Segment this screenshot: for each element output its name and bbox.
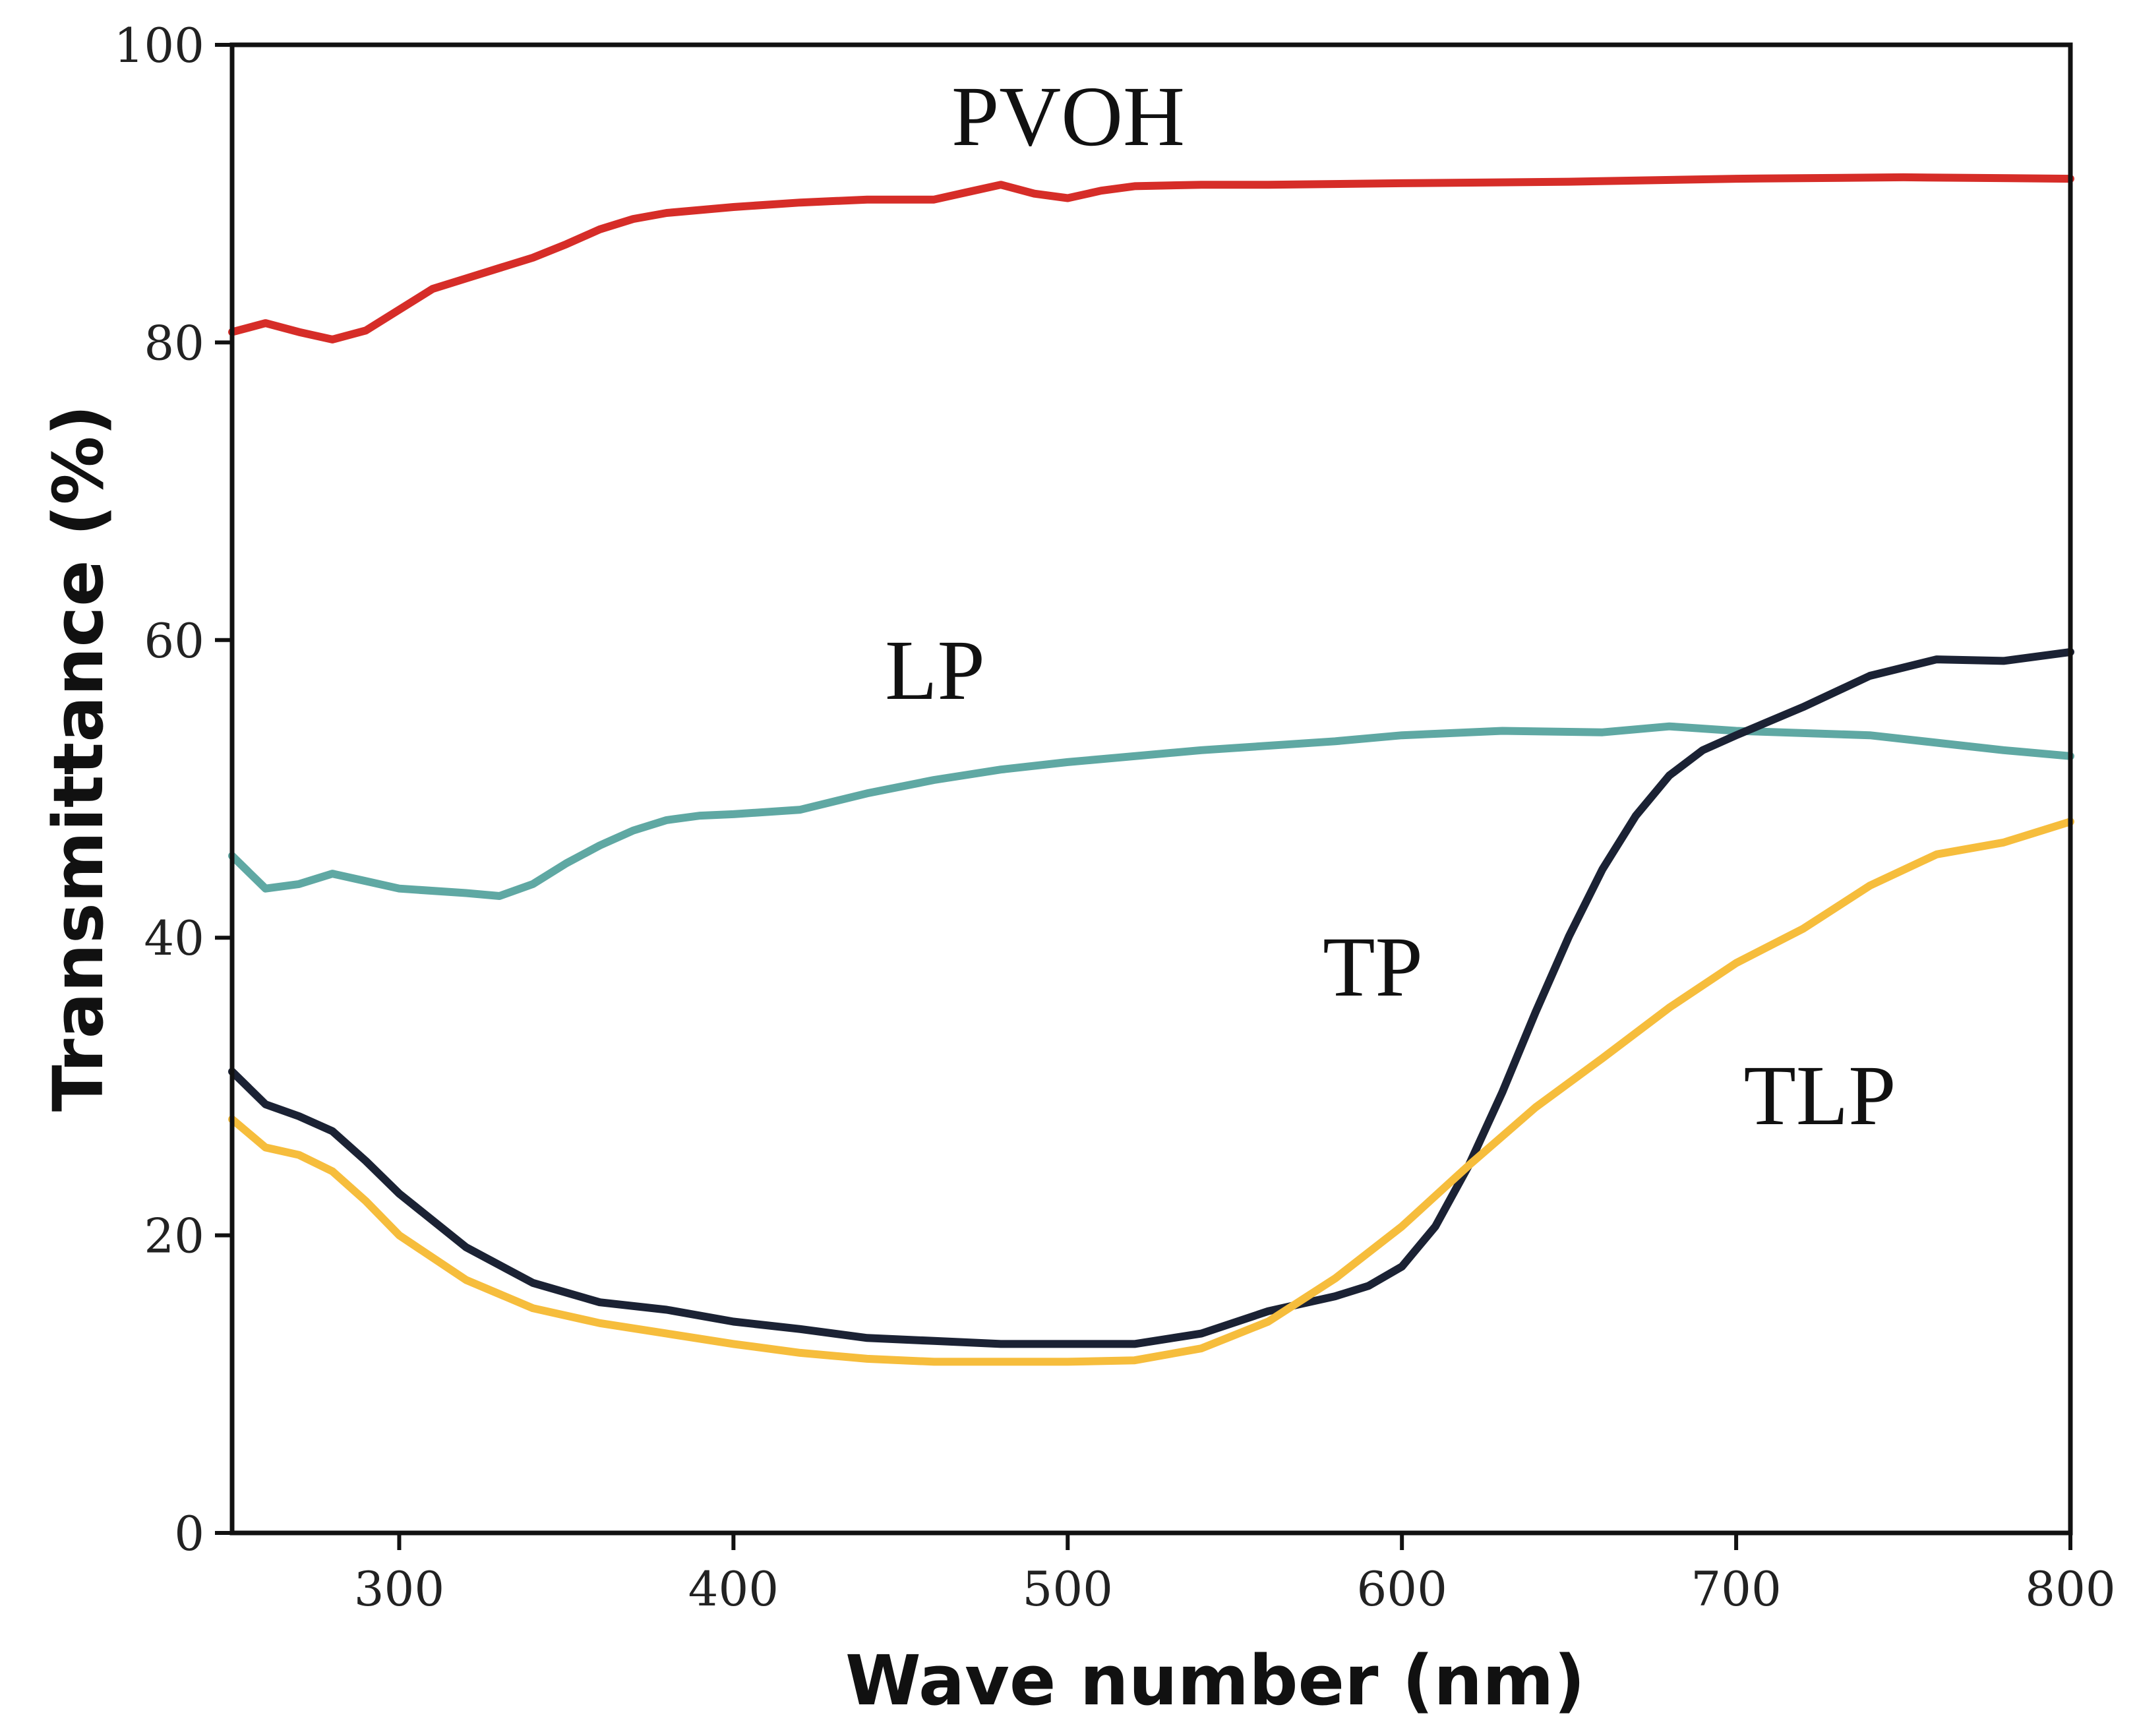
y-tick-label-100: 100 — [114, 18, 204, 73]
x-tick-label-500: 500 — [1023, 1561, 1113, 1617]
x-tick-label-800: 800 — [2025, 1561, 2115, 1617]
series-label-tp: TP — [1323, 920, 1423, 1015]
y-tick-label-80: 80 — [144, 315, 204, 371]
series-line-lp — [228, 722, 2074, 900]
series-label-tlp: TLP — [1743, 1048, 1896, 1143]
y-tick-label-40: 40 — [144, 911, 204, 966]
x-axis-title: Wave number (nm) — [845, 1640, 1585, 1721]
series-label-pvoh: PVOH — [951, 69, 1185, 164]
x-tick-label-600: 600 — [1356, 1561, 1447, 1617]
axis-ticks: 300 400 500 600 700 800 0 20 40 60 80 100 — [114, 18, 2116, 1617]
series-layer — [228, 173, 2074, 1366]
series-line-tlp — [228, 818, 2074, 1366]
x-tick-label-300: 300 — [354, 1561, 444, 1617]
y-tick-label-0: 0 — [174, 1506, 204, 1561]
series-line-pvoh — [228, 173, 2074, 344]
series-label-lp: LP — [885, 623, 985, 718]
x-tick-label-400: 400 — [688, 1561, 779, 1617]
x-tick-label-700: 700 — [1691, 1561, 1781, 1617]
y-tick-label-20: 20 — [144, 1209, 204, 1264]
series-line-tp — [228, 647, 2074, 1348]
y-axis-title: Transmittance (%) — [38, 405, 119, 1112]
y-tick-label-60: 60 — [144, 613, 204, 669]
plot-frame — [229, 42, 2073, 1536]
